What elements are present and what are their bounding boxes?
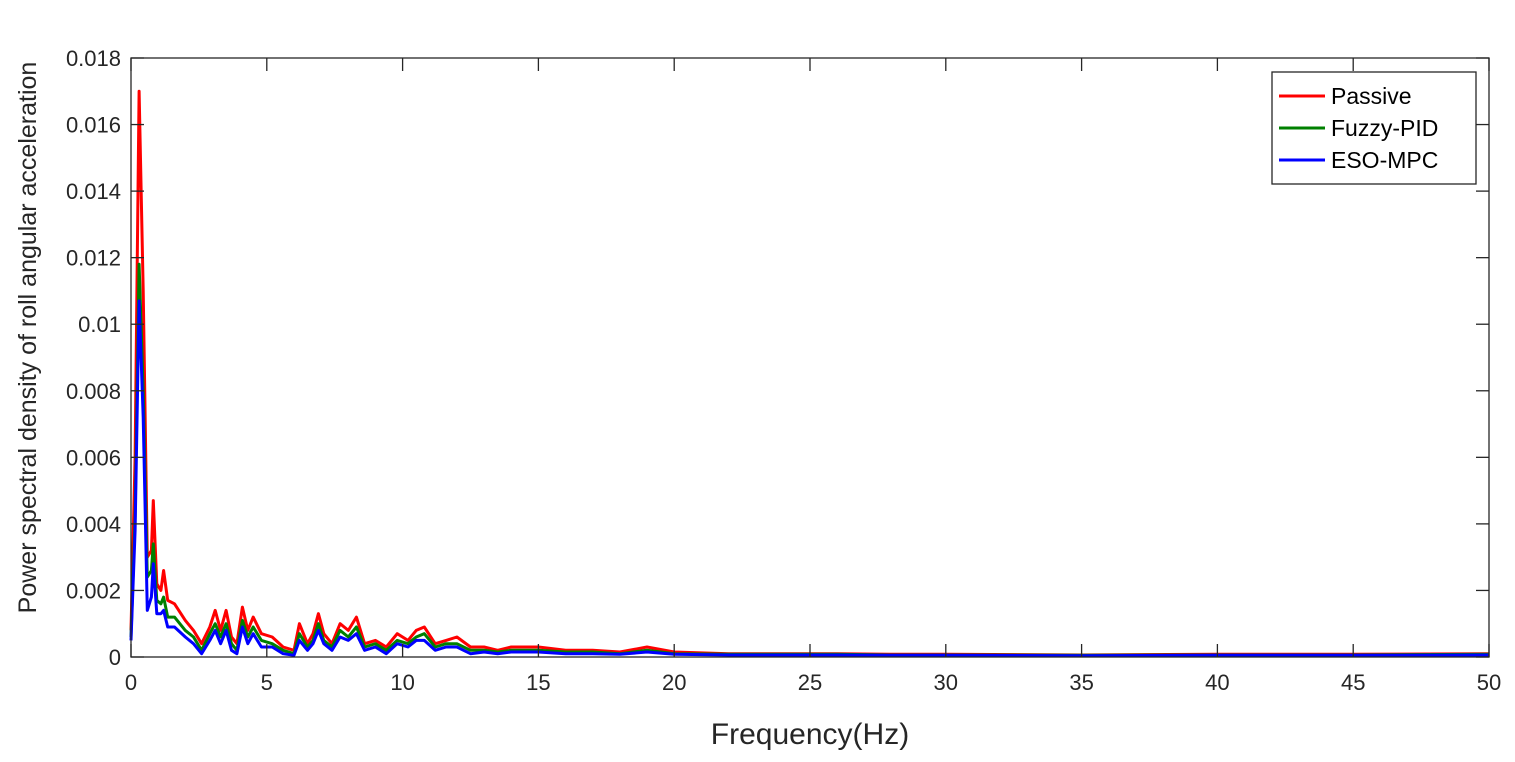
x-tick-label: 25 bbox=[798, 670, 822, 695]
x-tick-label: 40 bbox=[1205, 670, 1229, 695]
y-tick-label: 0 bbox=[109, 645, 121, 670]
x-tick-label: 50 bbox=[1477, 670, 1501, 695]
legend-label: Passive bbox=[1331, 83, 1412, 109]
series-layer bbox=[129, 89, 1490, 658]
x-tick-label: 20 bbox=[662, 670, 686, 695]
y-tick-label: 0.01 bbox=[78, 312, 121, 337]
y-tick-label: 0.018 bbox=[66, 46, 121, 71]
x-tick-label: 5 bbox=[261, 670, 273, 695]
legend: Passive Fuzzy-PID ESO-MPC bbox=[1271, 71, 1477, 185]
x-tick-label: 45 bbox=[1341, 670, 1365, 695]
x-tick-label: 30 bbox=[934, 670, 958, 695]
y-tick-label: 0.006 bbox=[66, 445, 121, 470]
legend-label: ESO-MPC bbox=[1331, 147, 1438, 173]
y-tick-label: 0.016 bbox=[66, 113, 121, 138]
x-tick-label: 15 bbox=[526, 670, 550, 695]
y-tick-label: 0.002 bbox=[66, 578, 121, 603]
y-axis-title: Power spectral density of roll angular a… bbox=[14, 62, 42, 614]
legend-label: Fuzzy-PID bbox=[1331, 115, 1438, 141]
y-tick-label: 0.004 bbox=[66, 512, 121, 537]
x-axis: 0 5 10 15 20 25 30 35 40 45 50 bbox=[125, 58, 1501, 695]
plot-area: 0 5 10 15 20 25 30 35 40 45 50 0 0.002 0.004 0.006 0.0… bbox=[66, 46, 1501, 695]
x-tick-label: 10 bbox=[390, 670, 414, 695]
x-tick-label: 0 bbox=[125, 670, 137, 695]
y-tick-label: 0.014 bbox=[66, 179, 121, 204]
series-line-eso-mpc bbox=[129, 299, 1490, 658]
y-axis: 0 0.002 0.004 0.006 0.008 0.01 0.012 0.014 0.016… bbox=[66, 46, 1489, 670]
x-tick-label: 35 bbox=[1069, 670, 1093, 695]
x-axis-title: Frequency(Hz) bbox=[711, 718, 909, 751]
y-tick-label: 0.012 bbox=[66, 246, 121, 271]
y-tick-label: 0.008 bbox=[66, 379, 121, 404]
